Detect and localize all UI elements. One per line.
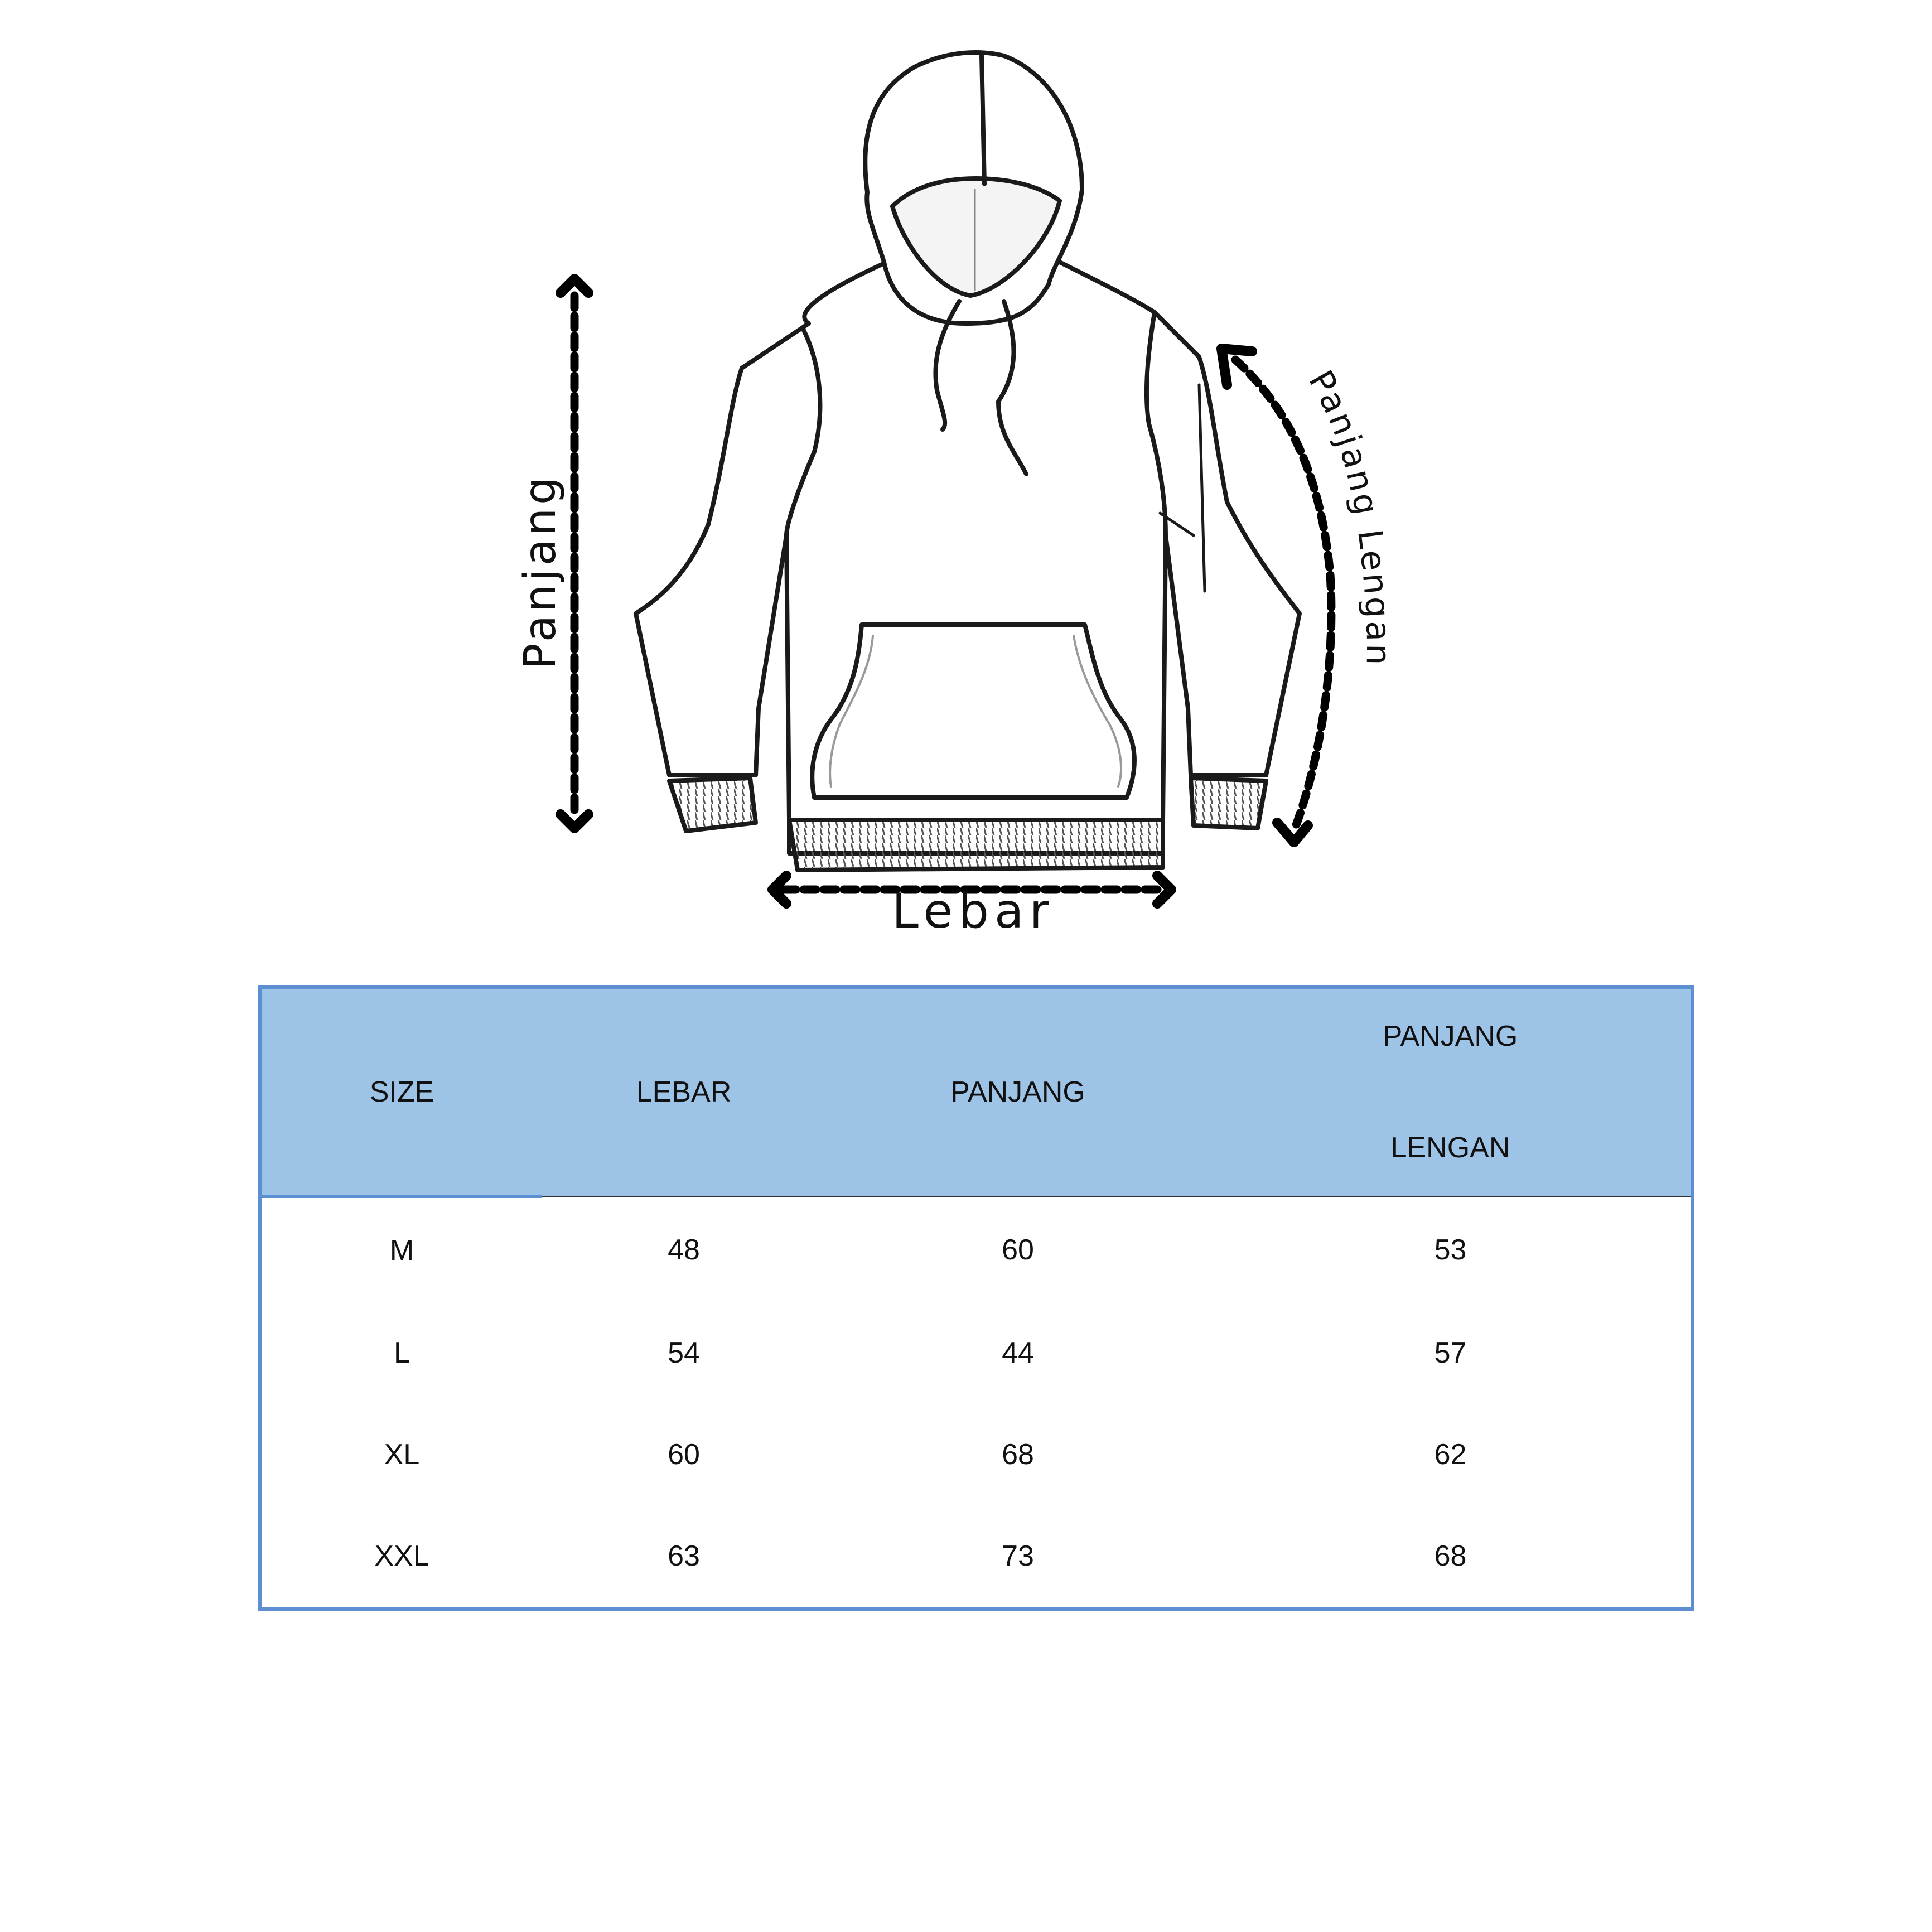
header-panjang: PANJANG bbox=[825, 989, 1210, 1197]
table-row: L 54 44 57 bbox=[262, 1303, 1690, 1404]
cell-lebar: 54 bbox=[668, 1337, 700, 1370]
header-lebar: LEBAR bbox=[542, 989, 825, 1197]
cell-panjang-lengan: 62 bbox=[1434, 1438, 1467, 1471]
cell-lebar: 48 bbox=[668, 1234, 700, 1267]
width-measurement-arrow bbox=[767, 871, 1176, 909]
cell-size: L bbox=[394, 1337, 410, 1370]
cell-lebar: 63 bbox=[668, 1540, 700, 1573]
header-panjang-lengan-line1: PANJANG bbox=[1383, 1020, 1518, 1053]
header-panjang-lengan: PANJANG LENGAN bbox=[1210, 989, 1690, 1197]
cell-panjang: 68 bbox=[1002, 1438, 1034, 1471]
cell-panjang: 73 bbox=[1002, 1540, 1034, 1573]
hoodie-illustration: Panjang Lebar Panjang Lengan bbox=[515, 50, 1398, 939]
header-size: SIZE bbox=[262, 989, 542, 1198]
cell-size: M bbox=[389, 1234, 414, 1267]
cell-panjang-lengan: 68 bbox=[1434, 1540, 1467, 1573]
length-label: Panjang bbox=[515, 474, 566, 669]
svg-text:Panjang Lengan: Panjang Lengan bbox=[1301, 364, 1398, 667]
table-row: M 48 60 53 bbox=[262, 1196, 1690, 1303]
cell-size: XXL bbox=[374, 1540, 429, 1573]
cell-panjang-lengan: 53 bbox=[1434, 1234, 1467, 1267]
size-chart-table: SIZE LEBAR PANJANG PANJANG LENGAN M 48 6… bbox=[258, 985, 1694, 1611]
hoodie-drawing bbox=[634, 50, 1302, 872]
sleeve-measurement-arrow bbox=[1216, 344, 1336, 847]
table-row: XXL 63 73 68 bbox=[262, 1505, 1690, 1607]
sleeve-label: Panjang Lengan bbox=[1301, 364, 1395, 667]
cell-size: XL bbox=[384, 1438, 420, 1471]
cell-lebar: 60 bbox=[668, 1438, 700, 1471]
cell-panjang-lengan: 57 bbox=[1434, 1337, 1467, 1370]
cell-panjang: 44 bbox=[1002, 1337, 1034, 1370]
cell-panjang: 60 bbox=[1002, 1234, 1034, 1267]
header-panjang-lengan-line2: LENGAN bbox=[1390, 1132, 1510, 1165]
table-row: XL 60 68 62 bbox=[262, 1404, 1690, 1505]
table-header-row: SIZE LEBAR PANJANG PANJANG LENGAN bbox=[262, 989, 1690, 1198]
length-measurement-arrow bbox=[556, 274, 593, 833]
width-label: Lebar bbox=[892, 883, 1055, 939]
